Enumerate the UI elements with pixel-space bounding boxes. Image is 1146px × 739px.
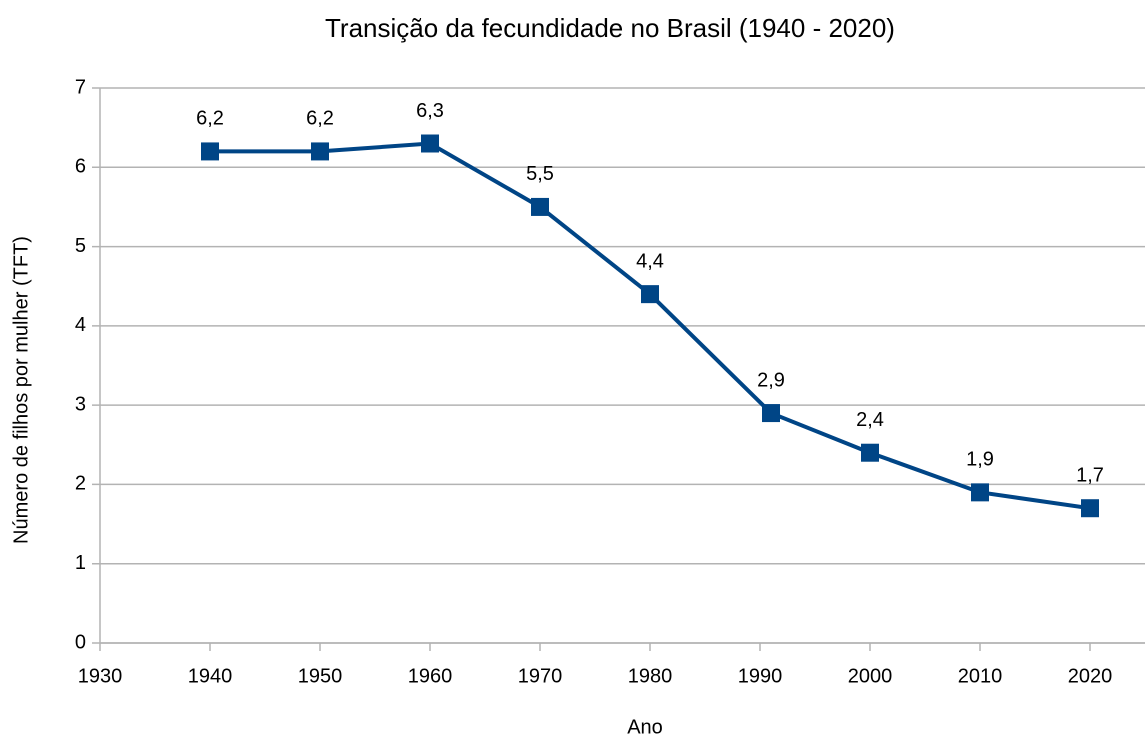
y-tick-label: 0 — [75, 631, 86, 653]
y-tick-label: 6 — [75, 156, 86, 178]
marker — [531, 197, 549, 216]
data-label: 2,9 — [757, 369, 785, 391]
marker — [762, 404, 780, 423]
x-tick-label: 2020 — [1068, 665, 1113, 687]
x-tick-label: 1990 — [738, 665, 783, 687]
y-tick-label: 4 — [75, 314, 86, 336]
y-tick-label: 3 — [75, 393, 86, 415]
data-label: 4,4 — [636, 250, 664, 272]
data-label: 2,4 — [856, 409, 884, 431]
x-axis-label: Ano — [627, 716, 663, 738]
x-tick-label: 1950 — [298, 665, 343, 687]
marker — [201, 142, 219, 161]
x-tick-label: 2010 — [958, 665, 1003, 687]
chart-title: Transição da fecundidade no Brasil (1940… — [325, 13, 895, 43]
marker — [1081, 499, 1099, 518]
y-tick-label: 2 — [75, 473, 86, 495]
x-tick-label: 1960 — [408, 665, 453, 687]
data-label: 6,2 — [196, 108, 224, 130]
data-label: 5,5 — [526, 163, 554, 185]
x-tick-label: 2000 — [848, 665, 893, 687]
x-tick-label: 1970 — [518, 665, 563, 687]
y-tick-label: 7 — [75, 76, 86, 98]
data-label: 6,3 — [416, 100, 444, 122]
data-label: 6,2 — [306, 108, 334, 130]
x-tick-label: 1940 — [188, 665, 233, 687]
data-label: 1,7 — [1076, 464, 1104, 486]
x-tick-label: 1930 — [78, 665, 123, 687]
marker — [311, 142, 329, 161]
marker — [421, 134, 439, 153]
marker — [641, 285, 659, 304]
y-axis-label: Número de filhos por mulher (TFT) — [10, 236, 32, 544]
data-label: 1,9 — [966, 449, 994, 471]
marker — [971, 483, 989, 502]
marker — [861, 443, 879, 462]
x-tick-label: 1980 — [628, 665, 673, 687]
y-tick-label: 5 — [75, 235, 86, 257]
y-tick-label: 1 — [75, 552, 86, 574]
